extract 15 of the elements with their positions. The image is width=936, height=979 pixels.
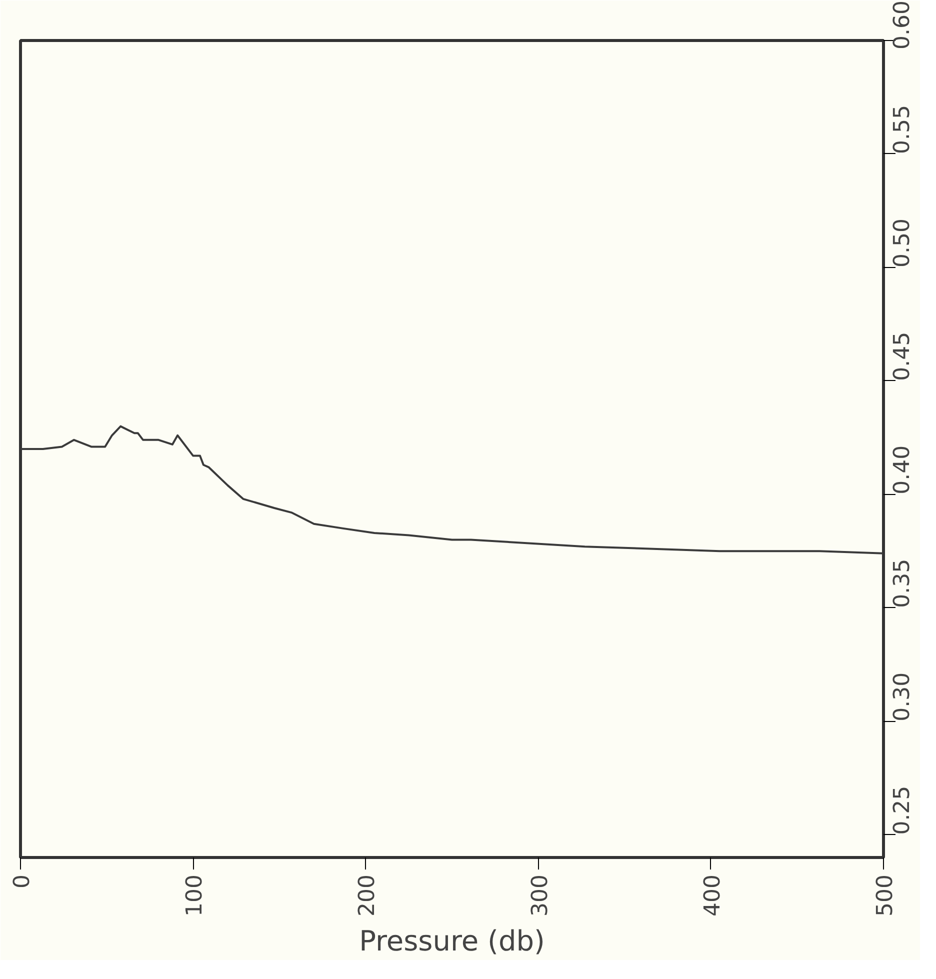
- y-tick-label: 0.40: [890, 445, 915, 494]
- x-tick-label: 400: [700, 874, 726, 916]
- x-tick-label: 200: [355, 874, 380, 916]
- y-tick-label: 0.45: [890, 332, 915, 381]
- y-tick-label: 0.25: [890, 786, 915, 835]
- x-tick-label: 0: [10, 874, 35, 888]
- x-tick-label: 500: [873, 874, 898, 916]
- x-tick-label: 300: [528, 874, 553, 916]
- y-tick-label: 0.50: [890, 218, 915, 268]
- x-tick-label: 100: [182, 874, 208, 916]
- y-tick-label: 0.35: [890, 558, 915, 608]
- y-tick-label: 0.60: [890, 0, 915, 50]
- x-axis-title: Pressure (db): [359, 924, 545, 958]
- y-tick-label: 0.55: [890, 104, 915, 154]
- y-tick-label: 0.30: [890, 672, 915, 722]
